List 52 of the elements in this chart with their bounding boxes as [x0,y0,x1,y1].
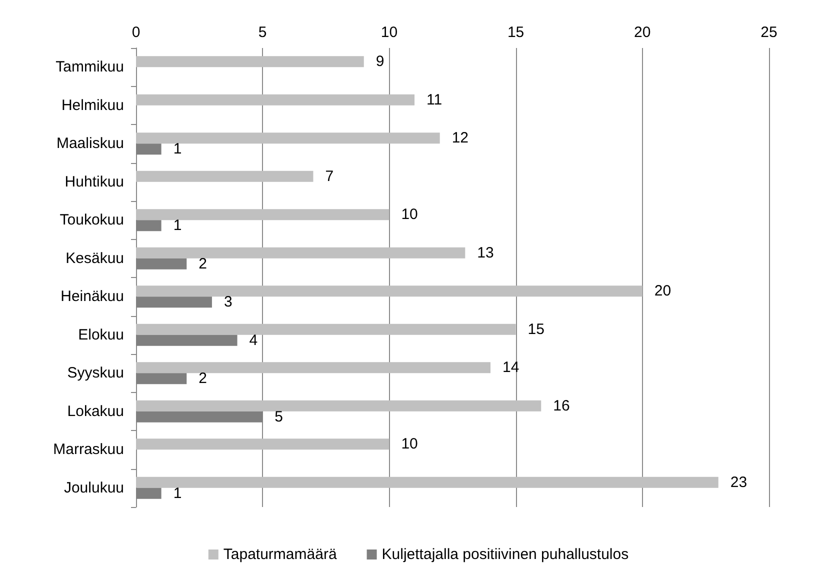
bar [136,247,466,258]
y-tick-label: Syyskuu [67,364,124,382]
y-tick-label: Huhtikuu [64,173,124,190]
bar [136,56,364,68]
legend-label: Tapaturmamäärä [223,546,338,563]
data-label: 4 [249,332,258,349]
data-label: 3 [224,294,232,311]
data-label: 9 [376,53,384,70]
data-label: 20 [654,282,672,300]
x-tick-label: 15 [507,24,524,41]
data-label: 14 [502,359,520,376]
data-label: 10 [401,206,418,224]
bar [136,400,542,412]
y-tick-label: Marraskuu [53,441,124,458]
x-tick-label: 25 [760,24,778,41]
y-tick-label: Joulukuu [64,479,124,496]
data-label: 1 [173,217,182,234]
y-tick-label: Elokuu [78,326,124,344]
data-label: 16 [553,397,570,414]
data-label: 7 [325,168,334,185]
legend-label: Kuljettajalla positiivinen puhallustulos [382,546,629,563]
bar [136,324,516,335]
bar [136,438,390,450]
y-tick-label: Lokakuu [67,402,124,420]
x-tick-label: 0 [132,24,140,41]
data-label: 11 [426,91,442,108]
data-label: 1 [173,484,182,502]
x-tick-label: 5 [258,24,267,41]
bar [136,94,415,106]
y-tick-label: Tammikuu [56,58,124,76]
y-tick-label: Heinäkuu [60,288,124,306]
y-tick-label: Toukokuu [60,212,124,229]
bar [136,132,440,144]
y-tick-label: Helmikuu [61,96,124,114]
bar [136,209,390,220]
bar [136,286,642,297]
x-tick-label: 10 [380,24,398,41]
data-label: 10 [401,436,418,453]
bar [136,170,314,182]
x-tick-label: 20 [634,24,651,41]
data-label: 2 [198,370,207,388]
data-label: 2 [198,255,207,272]
data-label: 12 [452,130,469,147]
bar [136,362,490,374]
data-label: 23 [730,474,748,491]
data-label: 15 [528,320,544,338]
y-tick-label: Maaliskuu [56,135,124,152]
data-label: 13 [477,244,494,262]
y-tick-label: Kesäkuu [66,250,124,267]
bar [136,476,718,488]
data-label: 5 [274,408,283,426]
data-label: 1 [173,140,182,158]
